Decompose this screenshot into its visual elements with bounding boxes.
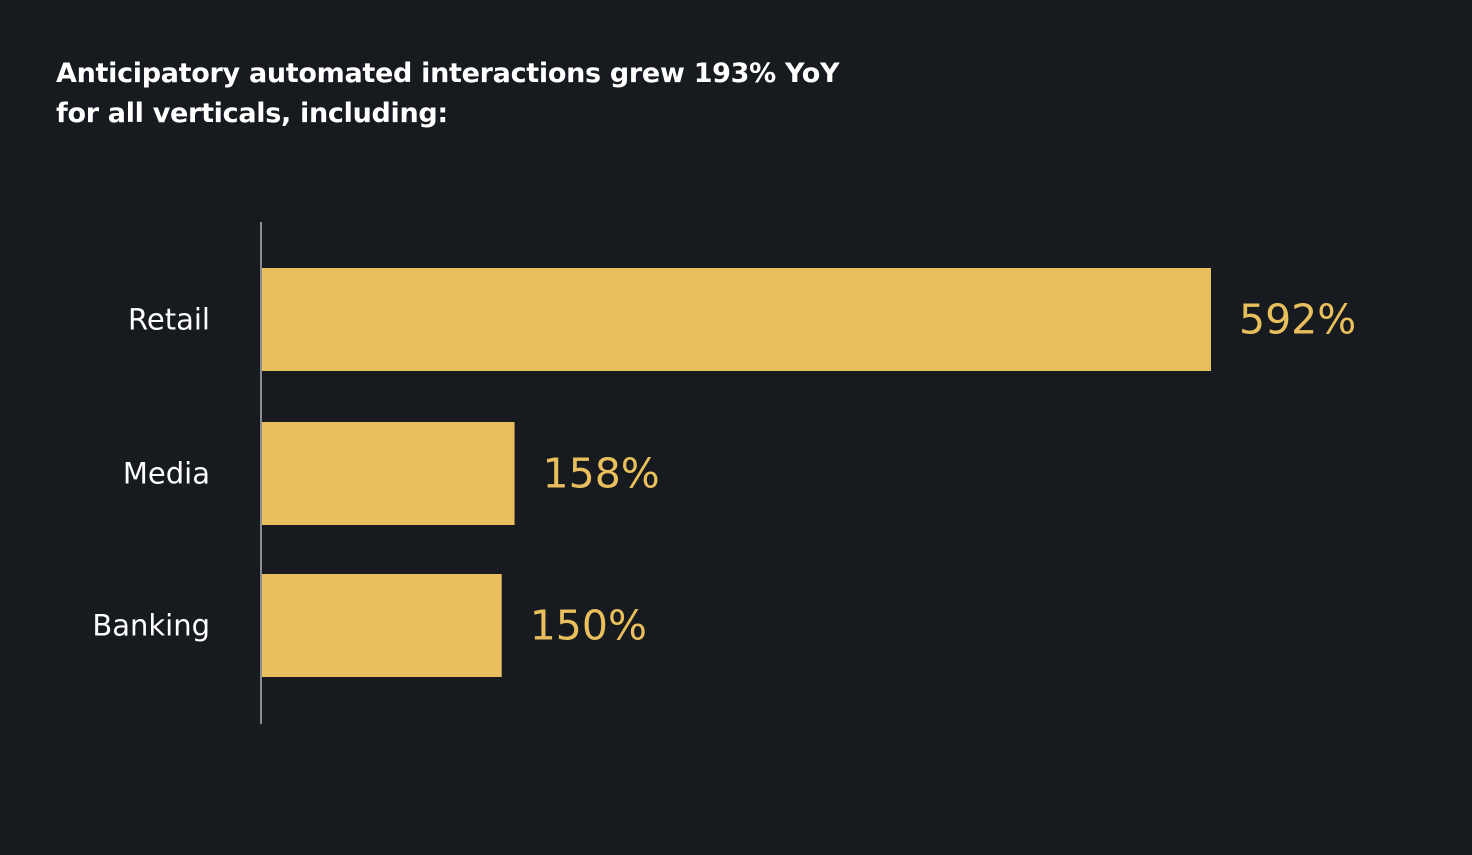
category-label-retail: Retail: [128, 303, 210, 337]
bars-layer: [261, 268, 1211, 677]
bar-banking: [261, 574, 502, 677]
value-label-retail: 592%: [1239, 296, 1356, 344]
chart-title-line-2: for all verticals, including:: [56, 98, 448, 129]
category-label-media: Media: [123, 457, 210, 491]
category-labels: Retail Media Banking: [92, 303, 210, 643]
category-label-banking: Banking: [92, 609, 210, 643]
value-label-banking: 150%: [530, 602, 647, 650]
bar-retail: [261, 268, 1211, 371]
chart-title: Anticipatory automated interactions grew…: [56, 54, 956, 134]
bar-media: [261, 422, 515, 525]
value-labels: 592% 158% 150%: [530, 296, 1357, 650]
chart-title-line-1: Anticipatory automated interactions grew…: [56, 58, 840, 89]
value-label-media: 158%: [543, 450, 660, 498]
